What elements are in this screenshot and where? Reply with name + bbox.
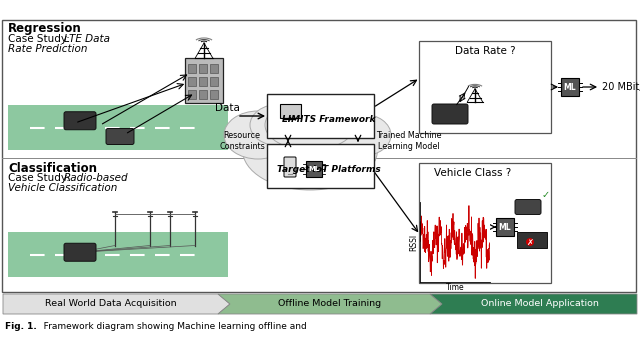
Ellipse shape [243,110,378,190]
Ellipse shape [265,100,355,150]
FancyBboxPatch shape [210,77,218,86]
Ellipse shape [224,111,292,159]
Text: Data Rate ?: Data Rate ? [454,46,515,56]
FancyBboxPatch shape [185,58,223,103]
FancyBboxPatch shape [106,128,134,145]
FancyBboxPatch shape [561,78,579,96]
Polygon shape [3,294,230,314]
Polygon shape [430,294,637,314]
FancyBboxPatch shape [2,20,636,292]
Text: Regression: Regression [8,22,82,35]
Ellipse shape [250,104,310,146]
FancyBboxPatch shape [188,64,196,73]
Text: Rate Prediction: Rate Prediction [8,44,88,54]
FancyBboxPatch shape [419,163,551,283]
FancyBboxPatch shape [210,90,218,99]
FancyBboxPatch shape [199,77,207,86]
Text: ✗: ✗ [527,238,534,246]
FancyBboxPatch shape [284,157,296,177]
Text: Case Study:: Case Study: [8,34,73,44]
Text: LTE Data: LTE Data [64,34,110,44]
Text: ML: ML [308,166,319,172]
Text: ML: ML [564,83,576,91]
Circle shape [526,238,534,246]
FancyBboxPatch shape [515,199,541,215]
FancyBboxPatch shape [64,112,96,130]
Text: 20 MBit/s: 20 MBit/s [602,82,640,92]
Text: Offline Model Training: Offline Model Training [278,300,381,308]
FancyBboxPatch shape [267,94,374,138]
Text: Classification: Classification [8,162,97,175]
FancyBboxPatch shape [8,232,228,277]
Y-axis label: RSSI: RSSI [410,233,419,251]
FancyBboxPatch shape [496,218,514,236]
FancyBboxPatch shape [267,144,374,188]
FancyBboxPatch shape [64,243,96,261]
FancyBboxPatch shape [306,161,322,177]
FancyBboxPatch shape [188,77,196,86]
Ellipse shape [307,107,372,153]
Text: Data: Data [215,103,240,113]
FancyBboxPatch shape [199,64,207,73]
Text: Resource
Constraints: Resource Constraints [220,131,265,151]
Text: Framework diagram showing Machine learning offline and: Framework diagram showing Machine learni… [35,322,307,331]
Text: Real World Data Acquisition: Real World Data Acquisition [45,300,176,308]
Text: ML: ML [499,223,511,231]
X-axis label: Time: Time [445,284,464,292]
Ellipse shape [333,114,391,156]
FancyBboxPatch shape [210,64,218,73]
Text: Online Model Application: Online Model Application [481,300,598,308]
FancyBboxPatch shape [280,104,301,118]
FancyBboxPatch shape [432,104,468,124]
FancyBboxPatch shape [419,41,551,133]
FancyBboxPatch shape [8,105,228,150]
Text: ✓: ✓ [542,190,550,200]
Text: Trained Machine
Learning Model: Trained Machine Learning Model [376,131,442,151]
Text: Radio-based: Radio-based [64,173,129,183]
FancyBboxPatch shape [517,232,547,248]
FancyBboxPatch shape [188,90,196,99]
Text: Vehicle Classification: Vehicle Classification [8,183,117,193]
Text: Case Study:: Case Study: [8,173,73,183]
Text: Target IoT Platforms: Target IoT Platforms [276,164,380,174]
Text: LIMITS Framework: LIMITS Framework [282,114,375,124]
Polygon shape [218,294,442,314]
FancyBboxPatch shape [199,90,207,99]
Text: Fig. 1.: Fig. 1. [5,322,36,331]
Text: Vehicle Class ?: Vehicle Class ? [435,168,511,178]
